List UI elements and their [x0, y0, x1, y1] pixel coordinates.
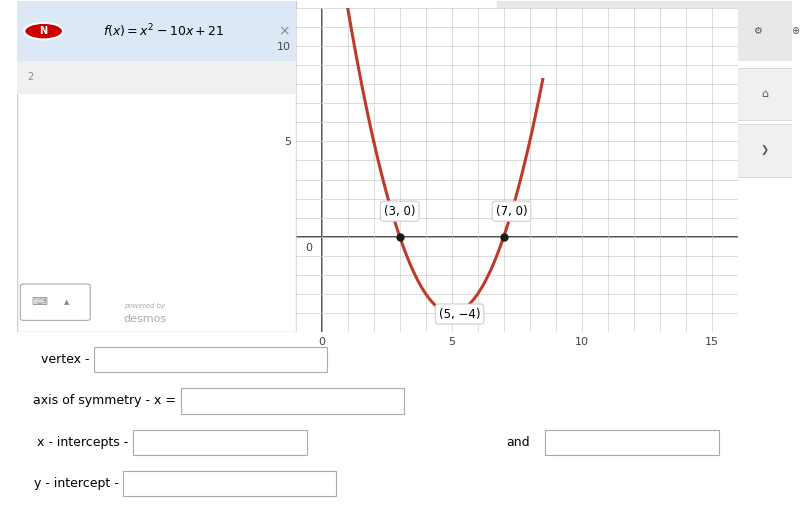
Text: ×: ×: [278, 24, 290, 38]
FancyBboxPatch shape: [182, 388, 404, 414]
Text: ❯: ❯: [761, 145, 769, 155]
Text: ■: ■: [679, 26, 688, 36]
Text: N: N: [39, 26, 48, 36]
Text: ⚙: ⚙: [754, 26, 762, 36]
Text: powered by: powered by: [124, 302, 165, 309]
Text: ⊙: ⊙: [530, 26, 538, 36]
Text: and: and: [506, 436, 530, 449]
Text: ⊕: ⊕: [791, 26, 799, 36]
Text: y - intercept -: y - intercept -: [34, 477, 118, 490]
FancyBboxPatch shape: [17, 61, 296, 94]
Text: $f(x) = x^2 - 10x + 21$: $f(x) = x^2 - 10x + 21$: [103, 22, 225, 40]
FancyBboxPatch shape: [133, 430, 307, 455]
FancyBboxPatch shape: [498, 2, 792, 61]
FancyBboxPatch shape: [730, 124, 800, 177]
FancyBboxPatch shape: [17, 2, 296, 61]
Text: 2: 2: [27, 72, 34, 82]
Text: [⊡]: [⊡]: [713, 26, 729, 36]
Text: ⌂: ⌂: [762, 89, 769, 99]
FancyBboxPatch shape: [17, 2, 296, 332]
Text: ▲: ▲: [64, 299, 70, 305]
FancyBboxPatch shape: [94, 347, 326, 372]
Text: ▶: ▶: [606, 26, 613, 36]
FancyBboxPatch shape: [20, 284, 90, 321]
Text: ⌨: ⌨: [32, 297, 48, 307]
Text: vertex -: vertex -: [41, 353, 90, 366]
FancyBboxPatch shape: [545, 430, 719, 455]
Circle shape: [24, 23, 63, 39]
FancyBboxPatch shape: [123, 471, 337, 496]
Text: desmos: desmos: [123, 314, 166, 324]
Text: axis of symmetry - x =: axis of symmetry - x =: [34, 394, 177, 407]
Text: ☚: ☚: [567, 26, 576, 36]
Text: x - intercepts -: x - intercepts -: [37, 436, 128, 449]
FancyBboxPatch shape: [730, 68, 800, 120]
Text: ⏸: ⏸: [643, 26, 650, 36]
